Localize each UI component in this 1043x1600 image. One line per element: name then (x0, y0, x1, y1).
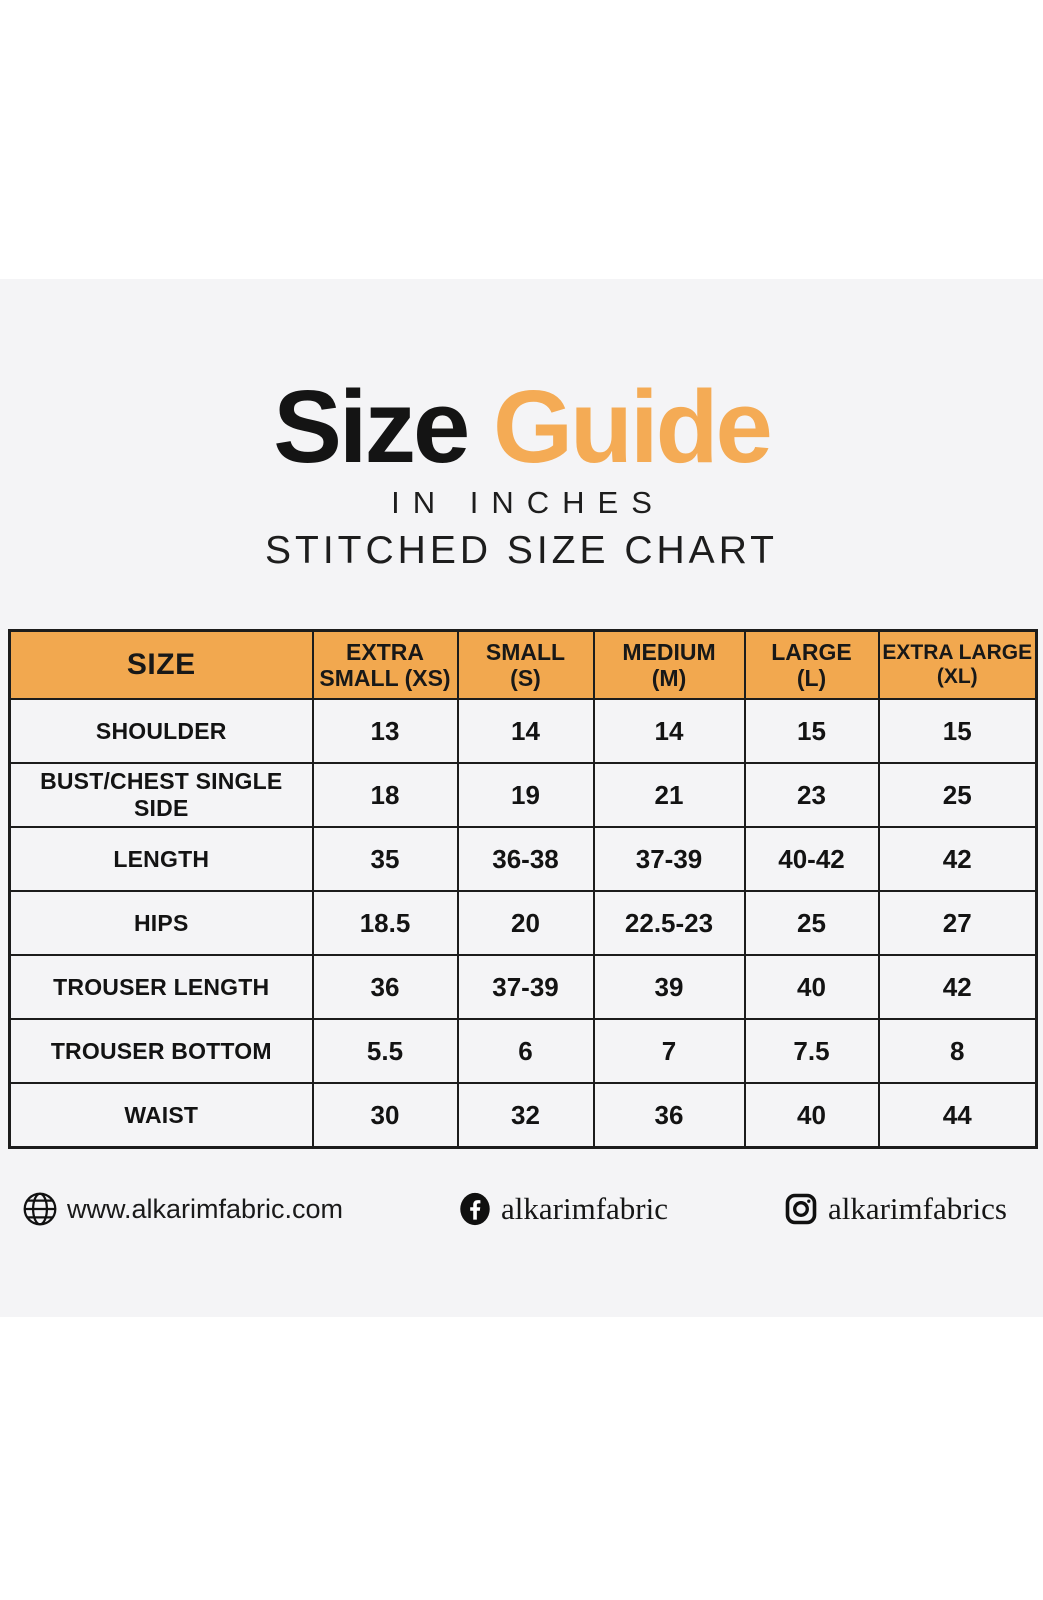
header-row: SIZE EXTRA SMALL (XS) SMALL (S) MEDIUM (… (8, 629, 1038, 701)
cell-value: 7.5 (743, 1018, 880, 1085)
header-cell-small: SMALL (S) (456, 629, 595, 701)
cell-value: 5.5 (311, 1018, 459, 1085)
subtitle-stitched-size-chart: STITCHED SIZE CHART (265, 529, 778, 573)
footer-social-bar: www.alkarimfabric.com alkarimfabric alka… (22, 1191, 1007, 1227)
row-label: HIPS (8, 890, 314, 957)
page-title: Size Guide (0, 375, 1043, 478)
cell-value: 7 (592, 1018, 746, 1085)
row-label: BUST/CHEST SINGLE SIDE (8, 762, 314, 829)
cell-value: 18.5 (311, 890, 459, 957)
cell-value: 39 (592, 954, 746, 1021)
table-row-shoulder: SHOULDER 13 14 14 15 15 (8, 698, 1038, 765)
subtitle-in-inches: IN INCHES (391, 485, 665, 520)
cell-value: 15 (743, 698, 880, 765)
website-url: www.alkarimfabric.com (67, 1193, 344, 1224)
header-cell-extra-large: EXTRA LARGE (XL) (877, 629, 1038, 701)
table-row-trouser-length: TROUSER LENGTH 36 37-39 39 40 42 (8, 954, 1038, 1021)
cell-value: 40-42 (743, 826, 880, 893)
title-word-guide: Guide (492, 369, 773, 484)
table-row-trouser-bottom: TROUSER BOTTOM 5.5 6 7 7.5 8 (8, 1018, 1038, 1085)
table-row-length: LENGTH 35 36-38 37-39 40-42 42 (8, 826, 1038, 893)
header-cell-large: LARGE (L) (743, 629, 880, 701)
row-label: SHOULDER (8, 698, 314, 765)
cell-value: 36-38 (456, 826, 595, 893)
cell-value: 6 (456, 1018, 595, 1085)
table-row-hips: HIPS 18.5 20 22.5-23 25 27 (8, 890, 1038, 957)
table-row-bust-chest: BUST/CHEST SINGLE SIDE 18 19 21 23 25 (8, 762, 1038, 829)
size-table: SIZE EXTRA SMALL (XS) SMALL (S) MEDIUM (… (8, 629, 1038, 1150)
cell-value: 30 (311, 1082, 459, 1149)
instagram-handle: alkarimfabrics (827, 1191, 1007, 1227)
footer-facebook: alkarimfabric (458, 1191, 668, 1227)
cell-value: 35 (311, 826, 459, 893)
cell-value: 42 (877, 954, 1038, 1021)
cell-value: 25 (877, 762, 1038, 829)
cell-value: 15 (877, 698, 1038, 765)
row-label: LENGTH (8, 826, 314, 893)
footer-instagram: alkarimfabrics (783, 1191, 1007, 1227)
cell-value: 21 (592, 762, 746, 829)
cell-value: 40 (743, 1082, 880, 1149)
footer-website: www.alkarimfabric.com (22, 1191, 343, 1227)
instagram-icon (783, 1191, 819, 1227)
size-guide-card: Size Guide IN INCHES STITCHED SIZE CHART… (0, 279, 1043, 1317)
row-label: WAIST (8, 1082, 314, 1149)
header-cell-size: SIZE (8, 629, 314, 701)
globe-icon (22, 1191, 58, 1227)
table-row-waist: WAIST 30 32 36 40 44 (8, 1082, 1038, 1149)
row-label: TROUSER BOTTOM (8, 1018, 314, 1085)
header-cell-extra-small: EXTRA SMALL (XS) (311, 629, 459, 701)
cell-value: 40 (743, 954, 880, 1021)
cell-value: 13 (311, 698, 459, 765)
cell-value: 27 (877, 890, 1038, 957)
cell-value: 18 (311, 762, 459, 829)
cell-value: 42 (877, 826, 1038, 893)
facebook-icon (458, 1191, 492, 1227)
size-table-header: SIZE EXTRA SMALL (XS) SMALL (S) MEDIUM (… (8, 629, 1038, 701)
facebook-handle: alkarimfabric (501, 1191, 668, 1227)
cell-value: 23 (743, 762, 880, 829)
cell-value: 44 (877, 1082, 1038, 1149)
cell-value: 19 (456, 762, 595, 829)
cell-value: 22.5-23 (592, 890, 746, 957)
cell-value: 14 (592, 698, 746, 765)
row-label: TROUSER LENGTH (8, 954, 314, 1021)
title-word-size: Size (273, 369, 470, 484)
header-cell-medium: MEDIUM (M) (592, 629, 746, 701)
cell-value: 37-39 (456, 954, 595, 1021)
cell-value: 37-39 (592, 826, 746, 893)
cell-value: 25 (743, 890, 880, 957)
cell-value: 32 (456, 1082, 595, 1149)
cell-value: 36 (311, 954, 459, 1021)
cell-value: 8 (877, 1018, 1038, 1085)
cell-value: 36 (592, 1082, 746, 1149)
cell-value: 20 (456, 890, 595, 957)
cell-value: 14 (456, 698, 595, 765)
